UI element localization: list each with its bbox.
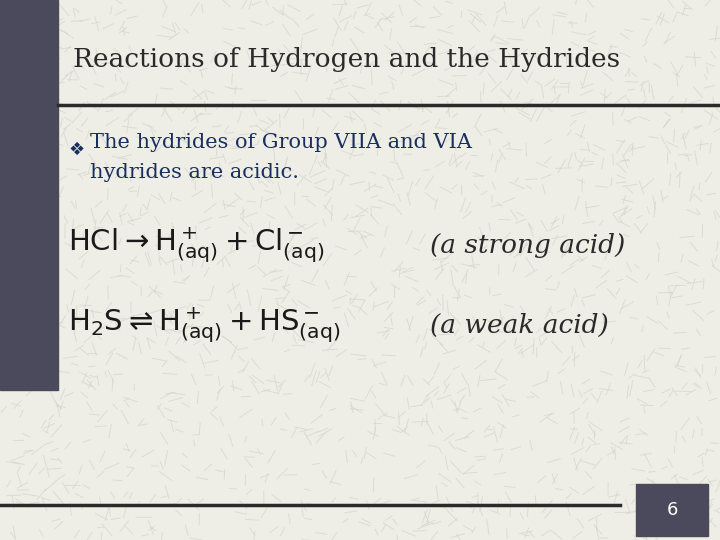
- Text: (a strong acid): (a strong acid): [430, 233, 625, 258]
- Text: (a weak acid): (a weak acid): [430, 313, 608, 338]
- Text: 6: 6: [666, 501, 678, 519]
- Bar: [636, 484, 708, 536]
- Text: ❖: ❖: [68, 141, 84, 159]
- Text: The hydrides of Group VIIA and VIA: The hydrides of Group VIIA and VIA: [90, 132, 472, 152]
- Text: $\mathrm{H_2S} \rightleftharpoons \mathrm{H^+_{(aq)}} + \mathrm{HS^-_{(aq)}}$: $\mathrm{H_2S} \rightleftharpoons \mathr…: [68, 305, 341, 345]
- Text: Reactions of Hydrogen and the Hydrides: Reactions of Hydrogen and the Hydrides: [73, 48, 620, 72]
- Text: hydrides are acidic.: hydrides are acidic.: [90, 163, 299, 181]
- Text: $\mathrm{HCl} \rightarrow \mathrm{H^+_{(aq)}} + \mathrm{Cl^-_{(aq)}}$: $\mathrm{HCl} \rightarrow \mathrm{H^+_{(…: [68, 225, 325, 265]
- Bar: [0, 0, 58, 390]
